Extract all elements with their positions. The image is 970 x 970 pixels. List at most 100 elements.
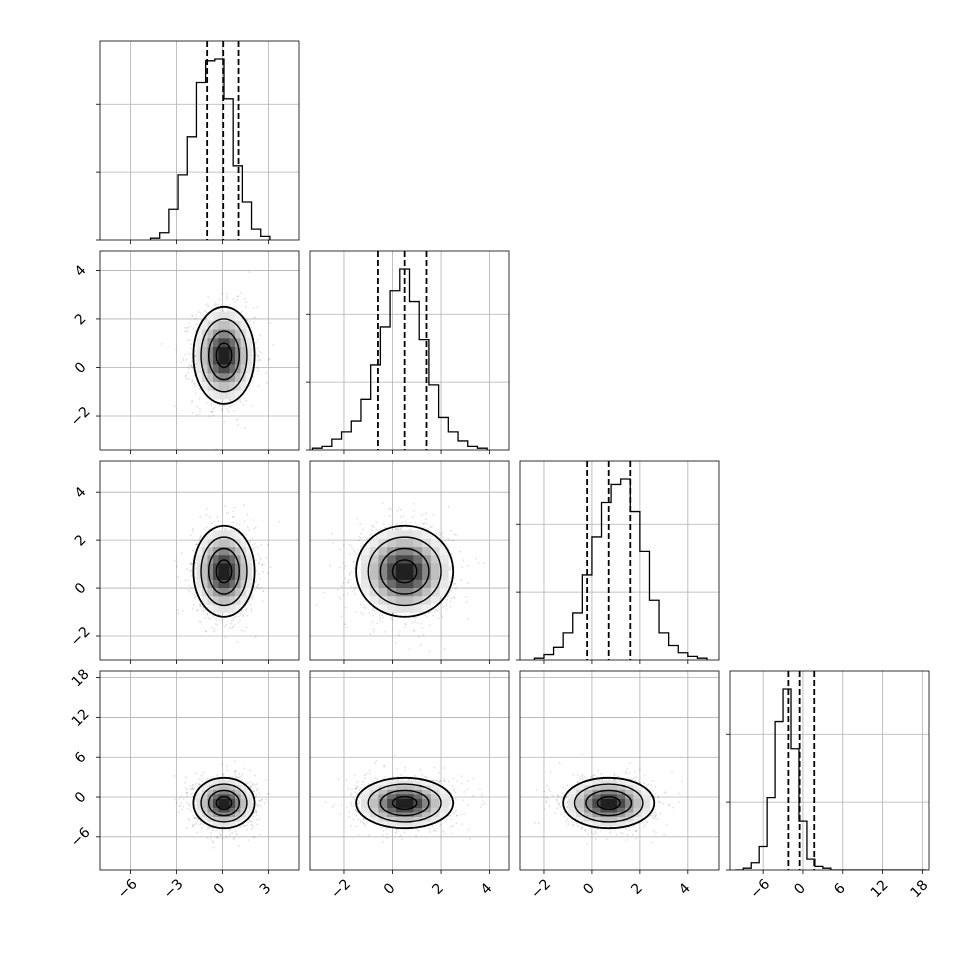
contour-line	[367, 536, 442, 607]
scatter-point	[194, 329, 197, 332]
scatter-point	[339, 548, 342, 551]
density-cell	[430, 595, 440, 605]
density-cell	[235, 604, 241, 613]
scatter-point	[378, 619, 381, 622]
scatter-point	[226, 407, 229, 410]
scatter-point	[198, 397, 200, 400]
scatter-point	[225, 528, 227, 531]
scatter-point	[246, 513, 248, 516]
scatter-point	[245, 608, 248, 611]
density-cell	[207, 372, 214, 382]
density-cell	[378, 530, 388, 539]
scatter-point	[431, 525, 433, 528]
density-cell	[229, 546, 236, 556]
density-cell	[223, 554, 230, 564]
scatter-point	[204, 304, 207, 307]
scatter-point	[396, 527, 399, 530]
scatter-point	[250, 405, 253, 408]
density-cell	[218, 372, 225, 382]
density-cell	[235, 595, 241, 605]
scatter-point	[452, 539, 455, 542]
panel-frame	[99, 460, 300, 661]
density-cell	[360, 554, 371, 564]
density-cell	[196, 355, 203, 365]
scatter-point	[237, 399, 240, 402]
panel-frame	[99, 40, 300, 241]
y-tick-label: 0	[72, 580, 90, 598]
density-cell	[201, 595, 208, 605]
scatter-point	[226, 293, 228, 296]
density-cell	[223, 604, 230, 613]
scatter-point	[448, 580, 451, 583]
scatter-point	[192, 327, 195, 329]
density-cell	[430, 538, 440, 548]
scatter-point	[204, 617, 207, 620]
panel-plot-area	[100, 461, 299, 660]
scatter-point	[261, 600, 264, 603]
scatter-point	[210, 410, 213, 413]
density-cell	[369, 563, 379, 572]
scatter-point	[404, 626, 407, 629]
scatter-point	[357, 549, 360, 552]
scatter-point	[447, 538, 450, 541]
scatter-point	[210, 402, 212, 405]
scatter-point	[209, 837, 212, 839]
scatter-point	[214, 622, 217, 625]
scatter-point	[408, 648, 411, 651]
scatter-point	[258, 587, 261, 590]
scatter-point	[250, 610, 253, 613]
scatter-point	[173, 405, 176, 408]
density-cell	[422, 604, 432, 613]
scatter-point	[191, 360, 194, 363]
scatter-point	[208, 516, 211, 519]
density-cell	[223, 311, 230, 321]
scatter-point	[188, 584, 191, 587]
scatter-point	[347, 581, 350, 584]
scatter-point	[182, 798, 185, 801]
scatter-point	[391, 618, 393, 621]
scatter-point	[329, 564, 331, 567]
scatter-point	[177, 612, 180, 615]
density-cell	[439, 563, 449, 572]
scatter-point	[418, 635, 420, 638]
density-cell	[207, 311, 214, 321]
contour-line	[355, 524, 455, 618]
density-cell	[223, 390, 230, 400]
scatter-point	[354, 551, 357, 554]
scatter-point	[269, 322, 271, 324]
scatter-point	[344, 564, 347, 567]
scatter-point	[209, 618, 212, 620]
density-cell	[360, 571, 371, 580]
density-cell	[378, 563, 388, 572]
density-cell	[223, 546, 230, 556]
density-cell	[212, 538, 219, 548]
density-cell	[196, 346, 203, 356]
density-cell	[369, 546, 379, 556]
scatter-point	[397, 506, 400, 509]
scatter-point	[256, 787, 259, 790]
scatter-point	[354, 586, 357, 589]
scatter-point	[359, 523, 362, 526]
scatter-point	[411, 621, 414, 624]
scatter-point	[194, 317, 197, 320]
density-cell	[439, 546, 449, 556]
scatter-point	[420, 622, 422, 625]
scatter-point	[215, 524, 217, 527]
density-cell	[223, 587, 230, 597]
density-cell	[229, 579, 236, 589]
scatter-point	[398, 634, 400, 636]
scatter-point	[229, 406, 232, 408]
density-cell	[201, 563, 208, 572]
scatter-point	[420, 644, 422, 646]
scatter-point	[444, 539, 447, 542]
scatter-point	[213, 630, 215, 633]
panel-plot-area	[100, 41, 299, 240]
density-cell	[218, 329, 225, 339]
density-cell	[422, 530, 432, 539]
scatter-point	[254, 581, 257, 584]
scatter-point	[226, 769, 229, 772]
scatter-point	[226, 296, 229, 298]
scatter-point	[213, 304, 216, 306]
scatter-point	[388, 515, 391, 517]
